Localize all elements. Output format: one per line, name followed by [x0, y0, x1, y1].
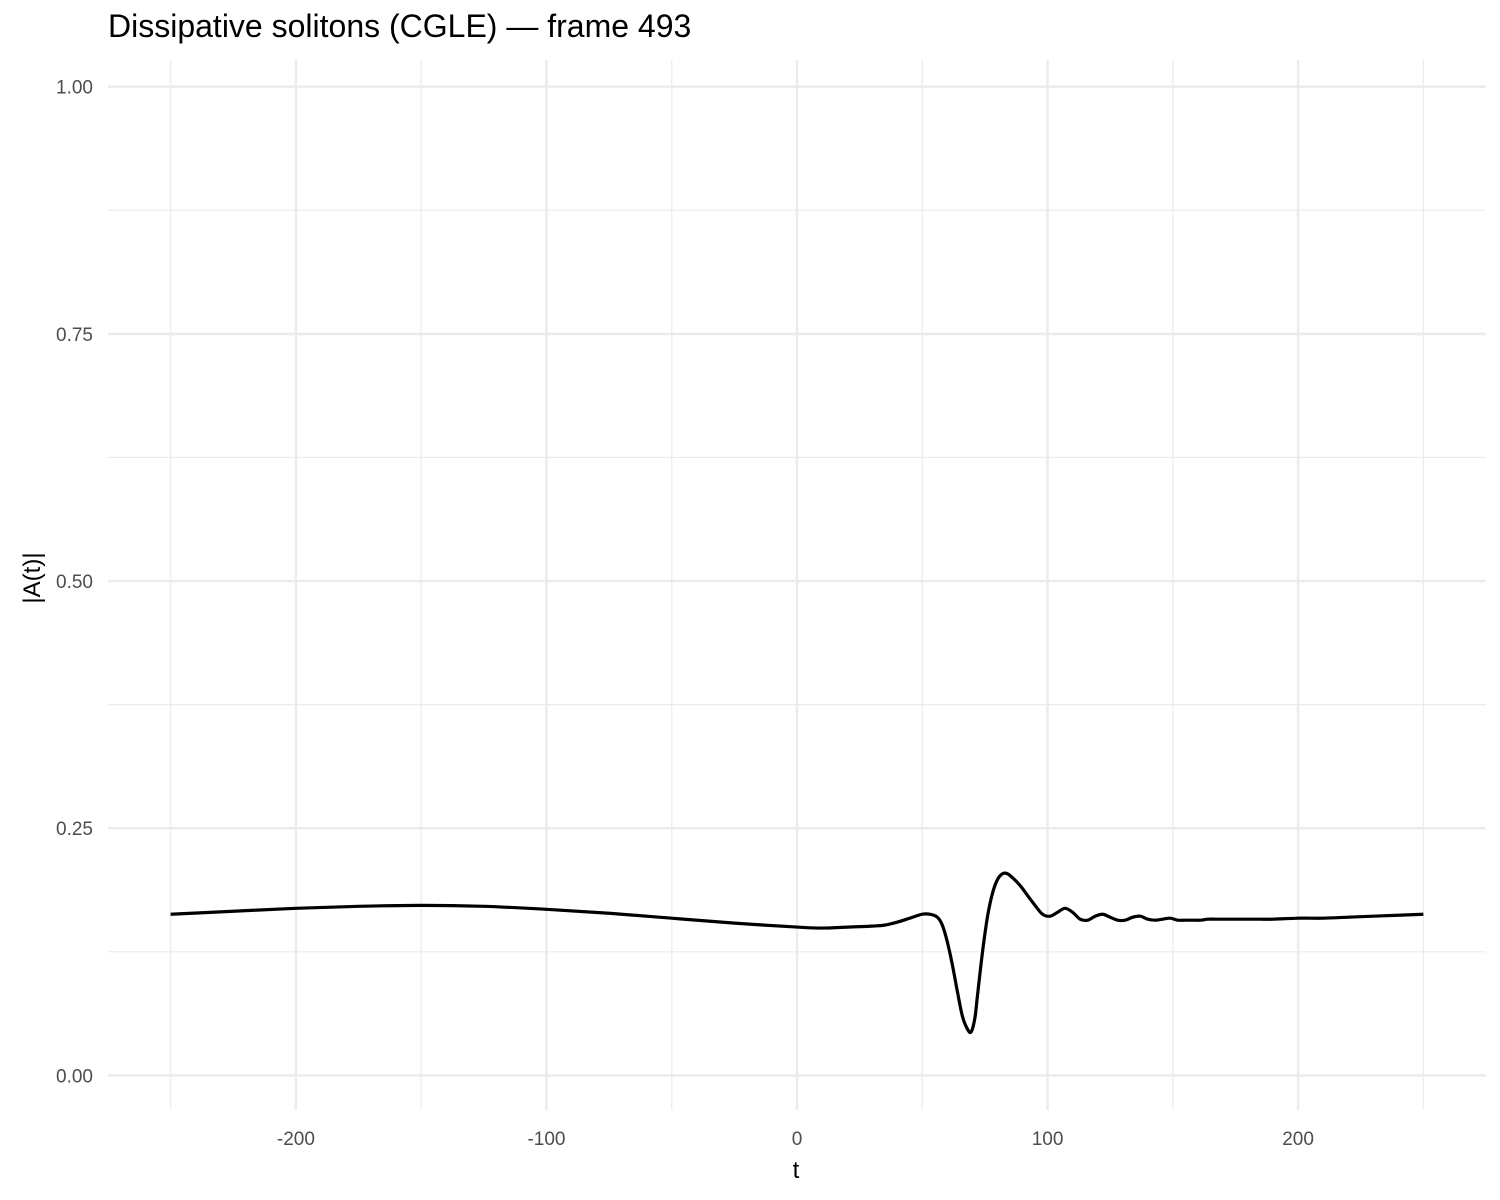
x-tick-label: -100 — [527, 1129, 565, 1150]
series-layer — [170, 871, 1424, 1035]
chart-title: Dissipative solitons (CGLE) — frame 493 — [108, 8, 692, 44]
y-tick-label: 0.00 — [56, 1066, 93, 1087]
y-tick-labels: 0.00 0.25 0.50 0.75 1.00 — [56, 78, 93, 1088]
x-tick-label: -200 — [277, 1129, 315, 1150]
series-line — [170, 871, 1424, 1035]
x-axis-title: t — [793, 1157, 800, 1184]
y-tick-label: 0.50 — [56, 572, 93, 593]
major-gridlines — [108, 60, 1486, 1110]
y-axis-title: |A(t)| — [19, 552, 46, 603]
x-tick-label: 100 — [1032, 1129, 1064, 1150]
y-tick-label: 0.75 — [56, 325, 93, 346]
y-tick-label: 0.25 — [56, 819, 93, 840]
y-tick-label: 1.00 — [56, 78, 93, 99]
x-tick-labels: -200 -100 0 100 200 — [277, 1129, 1314, 1150]
x-tick-label: 0 — [792, 1129, 803, 1150]
x-tick-label: 200 — [1282, 1129, 1314, 1150]
